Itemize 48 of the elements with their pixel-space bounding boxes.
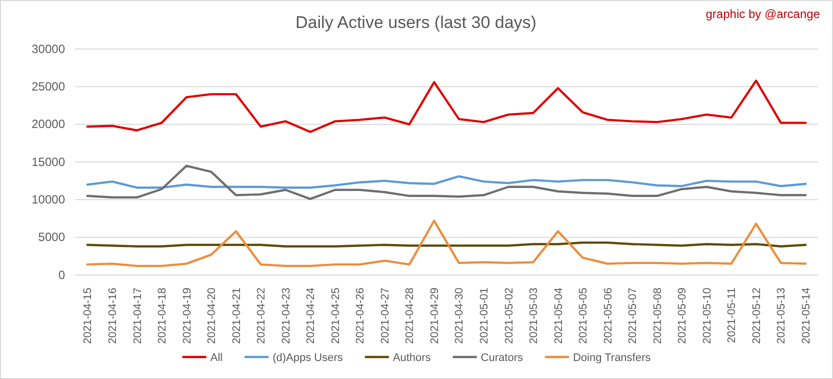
x-tick-label: 2021-05-06 <box>602 288 614 344</box>
y-tick-label: 5000 <box>38 230 66 244</box>
x-tick-label: 2021-05-07 <box>627 288 640 344</box>
x-tick-label: 2021-04-25 <box>330 288 342 344</box>
line-series <box>86 164 807 200</box>
x-tick-label: 2021-04-23 <box>280 288 292 344</box>
y-tick-label: 10000 <box>32 192 66 207</box>
x-tick-label: 2021-04-29 <box>428 288 441 344</box>
x-tick-label: 2021-04-17 <box>132 288 144 344</box>
x-tick-label: 2021-05-12 <box>750 288 763 344</box>
x-tick-label: 2021-04-19 <box>181 288 194 344</box>
y-tick-label: 30000 <box>32 42 66 56</box>
x-tick-label: 2021-05-08 <box>652 288 664 344</box>
x-tick-label: 2021-04-21 <box>230 288 243 344</box>
x-tick-label: 2021-04-15 <box>82 288 94 344</box>
legend-label: Curators <box>480 352 524 364</box>
y-tick-label: 25000 <box>32 80 66 94</box>
line-series <box>86 80 807 133</box>
x-tick-label: 2021-05-09 <box>676 288 689 344</box>
x-tick-label: 2021-04-22 <box>256 288 268 344</box>
x-tick-label: 2021-05-03 <box>528 288 540 344</box>
text: graphic by @arcange <box>706 7 820 21</box>
y-tick-label: 0 <box>58 268 66 282</box>
x-tick-label: 2021-04-30 <box>454 288 466 344</box>
x-tick-label: 2021-05-04 <box>552 288 565 344</box>
x-tick-label: 2021-04-18 <box>156 288 169 344</box>
x-tick-label: 2021-04-26 <box>354 288 367 344</box>
x-tick-label: 2021-04-16 <box>107 288 119 344</box>
x-tick-label: 2021-04-24 <box>305 288 318 344</box>
line-series <box>86 175 807 189</box>
x-tick-label: 2021-04-20 <box>206 288 218 344</box>
legend-label: (d)Apps Users <box>272 352 344 364</box>
legend-label: All <box>210 352 223 364</box>
x-tick-label: 2021-05-02 <box>503 288 516 344</box>
y-tick-label: 15000 <box>32 154 66 169</box>
legend-label: Authors <box>392 352 432 364</box>
x-tick-label: 2021-05-01 <box>478 288 490 344</box>
x-tick-label: 2021-05-05 <box>578 288 590 344</box>
chart-title: Daily Active users (last 30 days) <box>296 13 536 32</box>
x-tick-label: 2021-05-10 <box>701 288 714 344</box>
x-tick-label: 2021-05-14 <box>800 288 812 344</box>
x-tick-label: 2021-05-13 <box>776 288 788 344</box>
y-tick-label: 20000 <box>32 117 66 132</box>
line-series <box>86 220 807 268</box>
legend-label: Doing Transfers <box>572 352 652 364</box>
x-tick-label: 2021-04-27 <box>379 288 392 344</box>
x-tick-label: 2021-05-11 <box>726 288 738 344</box>
x-tick-label: 2021-04-28 <box>404 288 416 344</box>
